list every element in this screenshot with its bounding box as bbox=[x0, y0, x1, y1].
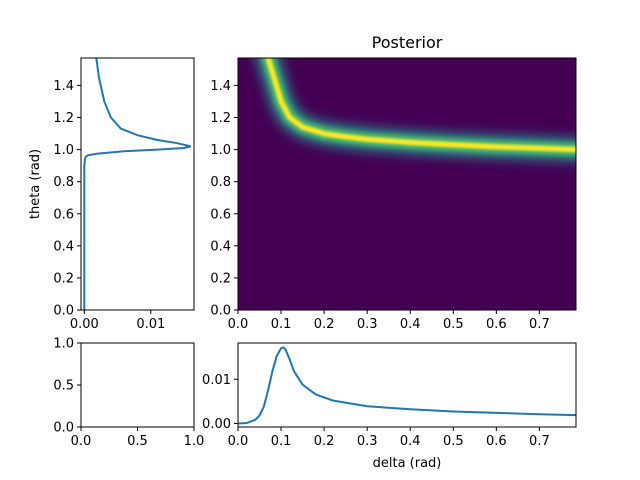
posterior-x-tick-label: 0.5 bbox=[443, 317, 464, 332]
posterior-x-tick-label: 0.0 bbox=[228, 317, 249, 332]
empty-corner-y-tick-label: 0.5 bbox=[53, 379, 74, 394]
delta-marginal-x-tick-label: 0.5 bbox=[443, 434, 464, 449]
empty-corner-x-tick-label: 0.5 bbox=[127, 434, 148, 449]
delta-marginal-x-axis: 0.0 0.1 0.2 0.3 0.4 0.5 0.6 0.7 bbox=[228, 427, 550, 449]
theta-marginal-x-tick-label: 0.01 bbox=[136, 317, 165, 332]
delta-axis-label: delta (rad) bbox=[373, 456, 442, 471]
delta-marginal-x-tick-label: 0.2 bbox=[314, 434, 335, 449]
theta-marginal-y-tick-label: 0.6 bbox=[53, 207, 74, 222]
posterior-ridge bbox=[256, 58, 576, 161]
delta-marginal-series bbox=[238, 346, 576, 425]
theta-marginal-y-tick-label: 0.2 bbox=[53, 271, 74, 286]
delta-marginal-frame bbox=[237, 342, 577, 428]
theta-marginal-y-tick-label: 1.2 bbox=[53, 111, 74, 126]
theta-marginal-y-tick-label: 0.8 bbox=[53, 175, 74, 190]
empty-corner-x-tick-label: 1.0 bbox=[184, 434, 205, 449]
posterior-background bbox=[238, 58, 576, 310]
delta-marginal-y-tick-label: 0.01 bbox=[202, 373, 231, 388]
theta-axis-label: theta (rad) bbox=[28, 149, 43, 219]
theta-marginal-x-axis: 0.00 0.01 bbox=[70, 310, 165, 332]
empty-corner-y-tick-label: 0.0 bbox=[53, 421, 74, 436]
posterior-x-tick-label: 0.4 bbox=[400, 317, 421, 332]
ridge-core bbox=[265, 58, 576, 153]
posterior-x-tick-label: 0.1 bbox=[271, 317, 292, 332]
theta-marginal-y-tick-label: 0.0 bbox=[53, 304, 74, 319]
delta-marginal-x-tick-label: 0.0 bbox=[228, 434, 249, 449]
empty-corner-x-tick-label: 0.0 bbox=[71, 434, 92, 449]
delta-marginal-x-tick-label: 0.1 bbox=[271, 434, 292, 449]
posterior-panel: Posterior 0.0 0.1 0.2 0.3 0.4 0.5 0.6 0.7 0.00.… bbox=[210, 33, 577, 332]
posterior-y-axis: 0.0 0.2 0.4 0.6 0.8 1.0 1.2 1.4 bbox=[210, 79, 238, 319]
posterior-y-tick-label: 0.2 bbox=[210, 271, 231, 286]
empty-corner-panel: 0.0 0.5 1.0 0.0 0.5 1.0 bbox=[53, 337, 204, 450]
posterior-title: Posterior bbox=[372, 33, 443, 52]
posterior-y-tick-label: 1.0 bbox=[210, 143, 231, 158]
posterior-x-tick-label: 0.7 bbox=[529, 317, 550, 332]
posterior-x-tick-label: 0.3 bbox=[357, 317, 378, 332]
theta-marginal-x-tick-label: 0.00 bbox=[70, 317, 99, 332]
delta-marginal-x-tick-label: 0.4 bbox=[400, 434, 421, 449]
theta-marginal-y-tick-label: 1.4 bbox=[53, 79, 74, 94]
posterior-y-tick-label: 0.8 bbox=[210, 175, 231, 190]
delta-marginal-panel: delta (rad) 0.0 0.1 0.2 0.3 0.4 0.5 0.6 0.7 0.0… bbox=[202, 342, 577, 471]
delta-marginal-x-tick-label: 0.7 bbox=[529, 434, 550, 449]
posterior-x-tick-label: 0.2 bbox=[314, 317, 335, 332]
theta-marginal-frame bbox=[80, 57, 195, 311]
theta-marginal-y-axis: 0.0 0.2 0.4 0.6 0.8 1.0 1.2 1.4 bbox=[53, 79, 81, 319]
theta-marginal-series bbox=[83, 58, 191, 310]
posterior-frame bbox=[237, 57, 577, 311]
empty-corner-x-axis: 0.0 0.5 1.0 bbox=[71, 427, 205, 449]
empty-corner-frame bbox=[80, 342, 195, 428]
posterior-y-tick-label: 0.6 bbox=[210, 207, 231, 222]
posterior-y-tick-label: 0.0 bbox=[210, 304, 231, 319]
theta-marginal-panel: theta (rad) 0.00 0.01 0.0 0.2 0.4 0.6 0.8 1.0 1… bbox=[28, 57, 195, 332]
posterior-x-tick-label: 0.6 bbox=[486, 317, 507, 332]
posterior-y-tick-label: 0.4 bbox=[210, 239, 231, 254]
delta-marginal-x-tick-label: 0.6 bbox=[486, 434, 507, 449]
theta-marginal-y-tick-label: 0.4 bbox=[53, 239, 74, 254]
posterior-y-tick-label: 1.2 bbox=[210, 111, 231, 126]
delta-marginal-x-tick-label: 0.3 bbox=[357, 434, 378, 449]
empty-corner-y-tick-label: 1.0 bbox=[53, 337, 74, 352]
posterior-y-tick-label: 1.4 bbox=[210, 79, 231, 94]
theta-marginal-y-tick-label: 1.0 bbox=[53, 143, 74, 158]
delta-marginal-y-axis: 0.00 0.01 bbox=[202, 373, 238, 432]
empty-corner-y-axis: 0.0 0.5 1.0 bbox=[53, 337, 81, 436]
posterior-x-axis: 0.0 0.1 0.2 0.3 0.4 0.5 0.6 0.7 bbox=[228, 310, 550, 332]
delta-marginal-y-tick-label: 0.00 bbox=[202, 417, 231, 432]
